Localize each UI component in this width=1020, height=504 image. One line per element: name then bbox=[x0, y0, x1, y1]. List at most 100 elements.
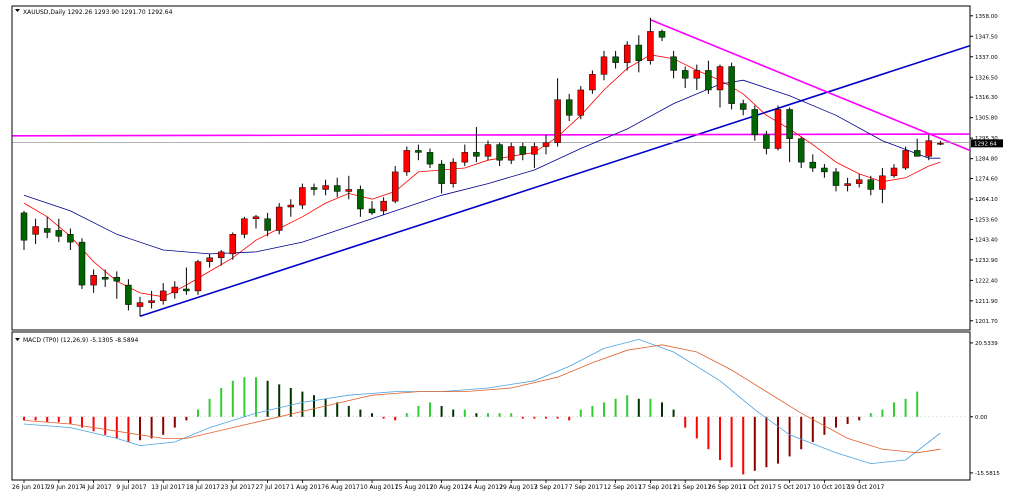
candle-body bbox=[925, 140, 933, 157]
histogram-bar bbox=[568, 416, 571, 421]
candle bbox=[774, 105, 782, 151]
indicator-panel-frame bbox=[11, 331, 971, 481]
candle-body bbox=[78, 241, 86, 286]
candle bbox=[647, 17, 654, 65]
price-layer bbox=[12, 17, 970, 318]
histogram-bar bbox=[626, 395, 629, 417]
histogram-bar bbox=[313, 395, 315, 417]
candle-body bbox=[333, 185, 341, 192]
histogram-bar bbox=[707, 416, 710, 450]
price-axis-label: 1211.90 bbox=[975, 299, 998, 305]
candle bbox=[554, 78, 561, 147]
indicator-dropdown-triangle-icon[interactable] bbox=[15, 338, 20, 341]
x-axis-label: 1 Oct 2017 bbox=[743, 484, 776, 491]
histogram-bar bbox=[881, 409, 884, 417]
candle bbox=[90, 269, 97, 293]
candle-body bbox=[438, 163, 445, 184]
histogram-bar bbox=[916, 391, 919, 417]
histogram-bar bbox=[57, 416, 60, 423]
candle bbox=[658, 29, 666, 42]
candle bbox=[635, 35, 643, 73]
candle-body bbox=[43, 228, 51, 233]
histogram-bar bbox=[359, 409, 362, 417]
candle bbox=[577, 86, 585, 120]
candle-body bbox=[403, 150, 411, 173]
histogram-bar bbox=[243, 377, 246, 417]
x-axis-label: 4 Jul 2017 bbox=[82, 484, 112, 491]
candle bbox=[357, 185, 364, 217]
candle bbox=[368, 201, 376, 215]
candle-body bbox=[693, 70, 701, 79]
histogram-bar bbox=[753, 416, 756, 471]
candle-body bbox=[264, 218, 271, 231]
candle-body bbox=[484, 144, 492, 157]
candle bbox=[415, 144, 422, 161]
histogram-bar bbox=[579, 409, 582, 417]
histogram-bar bbox=[429, 402, 431, 417]
x-axis-label: 9 Jul 2017 bbox=[116, 484, 146, 491]
x-axis-label: 1 Aug 2017 bbox=[290, 484, 325, 491]
price-axis-label: 1253.60 bbox=[975, 218, 998, 224]
dropdown-triangle-icon[interactable] bbox=[15, 9, 20, 12]
price-axis-label: 1264.10 bbox=[975, 197, 998, 203]
candle-body bbox=[937, 143, 944, 145]
candle bbox=[20, 210, 28, 250]
histogram-bar bbox=[150, 416, 153, 439]
trendline-horizontal bbox=[12, 133, 970, 137]
candle bbox=[705, 60, 712, 94]
x-axis-label: 26 Sep 2017 bbox=[708, 484, 746, 491]
candle-body bbox=[635, 44, 643, 61]
histogram-bar bbox=[719, 416, 721, 460]
candle-body bbox=[125, 284, 132, 305]
histogram-bar bbox=[637, 398, 640, 417]
candle-body bbox=[183, 288, 190, 292]
histogram-bar bbox=[765, 416, 768, 468]
candle-body bbox=[113, 277, 121, 282]
candle bbox=[670, 50, 677, 79]
histogram-bar bbox=[405, 413, 408, 417]
histogram-bar bbox=[742, 416, 745, 475]
candle-body bbox=[809, 161, 817, 169]
histogram-bar bbox=[463, 409, 466, 417]
histogram-bar bbox=[34, 416, 37, 421]
x-axis-label: 12 Sep 2017 bbox=[604, 484, 642, 491]
histogram-bar bbox=[800, 416, 803, 450]
x-axis-label: 17 Sep 2017 bbox=[638, 484, 676, 491]
candle-body bbox=[194, 261, 202, 292]
candle-body bbox=[415, 150, 422, 153]
x-axis-label: 21 Sep 2017 bbox=[673, 484, 711, 491]
candle-body bbox=[380, 200, 387, 212]
candle bbox=[159, 283, 167, 305]
histogram-bar bbox=[417, 406, 420, 417]
candle bbox=[612, 50, 619, 69]
histogram-bar bbox=[197, 409, 199, 417]
candle bbox=[855, 173, 863, 188]
histogram-bar bbox=[614, 398, 617, 417]
candle-body bbox=[473, 152, 480, 157]
candle bbox=[380, 197, 387, 215]
candle bbox=[67, 228, 74, 250]
histogram-bar bbox=[777, 416, 779, 464]
candle bbox=[252, 214, 260, 229]
price-axis-label: 1347.50 bbox=[975, 34, 998, 40]
candle-body bbox=[531, 146, 538, 155]
price-axis-label: 1305.80 bbox=[975, 116, 998, 122]
x-axis-label: 19 Oct 2017 bbox=[847, 484, 884, 491]
histogram-bar bbox=[811, 416, 814, 442]
axes-layer: 1358.00 1347.50 1337.00 1326.50 1316.30 1305.… bbox=[12, 14, 1003, 491]
histogram-bar bbox=[521, 416, 524, 419]
candle bbox=[101, 269, 109, 288]
candle-body bbox=[763, 134, 770, 149]
histogram-bar bbox=[371, 413, 373, 417]
histogram-bar bbox=[127, 416, 130, 442]
candle-body bbox=[275, 206, 283, 231]
candle-body bbox=[90, 275, 97, 286]
candle-body bbox=[821, 167, 828, 173]
x-axis-label: 26 Jun 2017 bbox=[12, 484, 48, 491]
candle-body bbox=[589, 74, 596, 91]
price-chart-title: XAUUSD,Daily 1292.26 1293.90 1291.70 129… bbox=[23, 9, 173, 16]
candle bbox=[681, 66, 689, 88]
candle-body bbox=[670, 56, 677, 71]
candle bbox=[125, 279, 132, 311]
